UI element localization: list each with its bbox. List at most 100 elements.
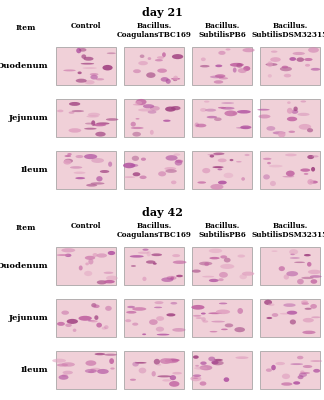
Bar bbox=[260, 247, 320, 285]
Bar bbox=[56, 247, 116, 285]
Ellipse shape bbox=[271, 365, 276, 370]
Ellipse shape bbox=[104, 272, 113, 274]
Ellipse shape bbox=[174, 153, 180, 156]
Ellipse shape bbox=[302, 331, 316, 334]
Ellipse shape bbox=[286, 170, 295, 176]
Bar bbox=[124, 351, 184, 389]
Ellipse shape bbox=[172, 372, 182, 374]
Ellipse shape bbox=[200, 362, 207, 365]
Ellipse shape bbox=[201, 312, 206, 314]
Ellipse shape bbox=[233, 68, 237, 73]
Ellipse shape bbox=[150, 106, 160, 111]
Ellipse shape bbox=[64, 160, 71, 165]
Ellipse shape bbox=[310, 279, 317, 284]
Ellipse shape bbox=[263, 158, 272, 160]
Ellipse shape bbox=[176, 275, 183, 277]
Ellipse shape bbox=[81, 63, 94, 65]
Ellipse shape bbox=[224, 173, 233, 178]
Ellipse shape bbox=[300, 168, 310, 172]
Ellipse shape bbox=[311, 316, 320, 318]
Ellipse shape bbox=[170, 375, 176, 380]
Ellipse shape bbox=[61, 248, 75, 252]
Ellipse shape bbox=[310, 304, 317, 309]
Ellipse shape bbox=[63, 70, 76, 71]
Ellipse shape bbox=[195, 365, 199, 367]
Ellipse shape bbox=[284, 274, 289, 280]
Ellipse shape bbox=[225, 110, 237, 116]
Ellipse shape bbox=[95, 353, 105, 355]
Ellipse shape bbox=[237, 110, 251, 114]
Ellipse shape bbox=[226, 48, 230, 50]
Ellipse shape bbox=[265, 63, 277, 66]
Ellipse shape bbox=[267, 61, 273, 67]
Ellipse shape bbox=[297, 279, 304, 284]
Ellipse shape bbox=[157, 375, 171, 378]
Ellipse shape bbox=[289, 57, 296, 61]
Ellipse shape bbox=[221, 107, 235, 110]
Ellipse shape bbox=[312, 155, 318, 158]
Ellipse shape bbox=[193, 315, 201, 317]
Ellipse shape bbox=[287, 117, 297, 121]
Ellipse shape bbox=[165, 358, 179, 363]
Ellipse shape bbox=[166, 313, 176, 316]
Ellipse shape bbox=[263, 174, 270, 180]
Text: Bacillus.
SubtilisPB6: Bacillus. SubtilisPB6 bbox=[198, 222, 246, 239]
Text: day 21: day 21 bbox=[142, 7, 182, 18]
Ellipse shape bbox=[300, 370, 305, 374]
Ellipse shape bbox=[307, 179, 313, 185]
Ellipse shape bbox=[219, 302, 227, 304]
Ellipse shape bbox=[272, 250, 278, 252]
Ellipse shape bbox=[88, 113, 100, 116]
Ellipse shape bbox=[294, 106, 298, 111]
Bar bbox=[124, 151, 184, 189]
Ellipse shape bbox=[193, 378, 198, 379]
Ellipse shape bbox=[224, 377, 229, 382]
Ellipse shape bbox=[293, 381, 300, 385]
Ellipse shape bbox=[211, 321, 225, 322]
Ellipse shape bbox=[148, 110, 156, 114]
Text: day 42: day 42 bbox=[142, 207, 182, 218]
Ellipse shape bbox=[93, 123, 106, 126]
Ellipse shape bbox=[230, 63, 244, 67]
Ellipse shape bbox=[272, 313, 278, 317]
Ellipse shape bbox=[72, 110, 84, 112]
Ellipse shape bbox=[305, 308, 312, 310]
Ellipse shape bbox=[214, 118, 222, 121]
Bar bbox=[124, 247, 184, 285]
Ellipse shape bbox=[209, 257, 220, 259]
Ellipse shape bbox=[142, 277, 146, 281]
Ellipse shape bbox=[175, 160, 183, 163]
Ellipse shape bbox=[59, 375, 68, 380]
Ellipse shape bbox=[136, 99, 146, 105]
Ellipse shape bbox=[238, 68, 247, 73]
Ellipse shape bbox=[210, 184, 224, 190]
Bar bbox=[124, 299, 184, 337]
Ellipse shape bbox=[304, 173, 308, 175]
Ellipse shape bbox=[215, 64, 222, 67]
Ellipse shape bbox=[127, 306, 135, 308]
Ellipse shape bbox=[77, 72, 82, 74]
Text: Bacillus.
SubtilisDSM32315: Bacillus. SubtilisDSM32315 bbox=[252, 22, 324, 39]
Ellipse shape bbox=[79, 266, 83, 270]
Ellipse shape bbox=[219, 77, 228, 80]
Ellipse shape bbox=[79, 48, 87, 52]
Ellipse shape bbox=[64, 159, 73, 163]
Ellipse shape bbox=[57, 110, 64, 112]
Ellipse shape bbox=[74, 172, 86, 174]
Ellipse shape bbox=[304, 254, 311, 256]
Ellipse shape bbox=[236, 161, 242, 162]
Ellipse shape bbox=[102, 327, 107, 330]
Text: Bacillus.
CoagulansTBC169: Bacillus. CoagulansTBC169 bbox=[116, 22, 191, 39]
Ellipse shape bbox=[156, 316, 164, 321]
Ellipse shape bbox=[132, 156, 139, 161]
Ellipse shape bbox=[259, 114, 271, 118]
Bar bbox=[56, 351, 116, 389]
Ellipse shape bbox=[268, 303, 274, 306]
Ellipse shape bbox=[84, 57, 94, 61]
Ellipse shape bbox=[131, 265, 136, 267]
Ellipse shape bbox=[313, 369, 320, 373]
Ellipse shape bbox=[52, 359, 66, 363]
Ellipse shape bbox=[172, 54, 183, 59]
Ellipse shape bbox=[305, 64, 310, 67]
Ellipse shape bbox=[207, 154, 221, 156]
